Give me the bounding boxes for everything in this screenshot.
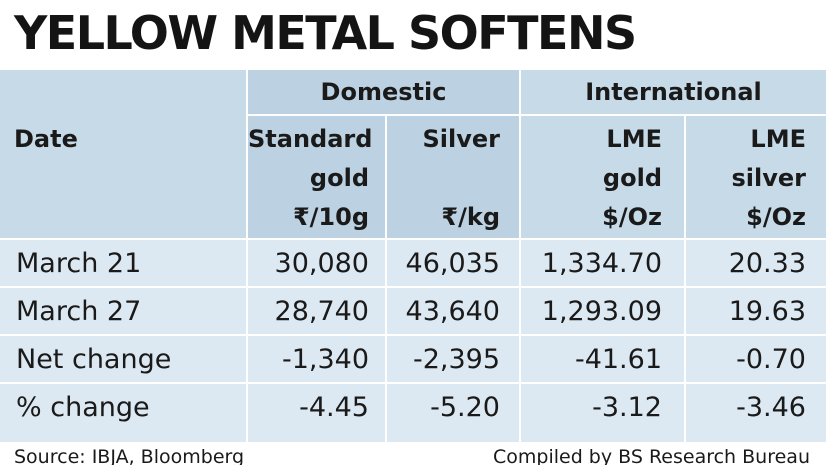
credit-note: Compiled by BS Research Bureau — [493, 446, 810, 465]
col-std-gold-2: gold — [309, 164, 369, 192]
col-lme-gold-2: gold — [602, 164, 662, 192]
cell-silver: -5.20 — [430, 392, 500, 423]
cell-silver: -2,395 — [412, 344, 500, 375]
cell-lme-gold: 1,293.09 — [541, 296, 662, 327]
cell-lme-gold: -3.12 — [592, 392, 662, 423]
col-std-gold-3: ₹/10g — [292, 203, 369, 231]
row-rule — [0, 286, 826, 288]
chart-title: YELLOW METAL SOFTENS — [14, 6, 637, 60]
cell-lme-gold: -41.61 — [574, 344, 662, 375]
cell-std-gold: -1,340 — [281, 344, 369, 375]
col-lme-gold-3: $/Oz — [602, 203, 662, 231]
col-lme-silver-2: silver — [731, 164, 807, 192]
row-rule — [0, 334, 826, 336]
row-label: % change — [16, 392, 150, 423]
header-rule — [0, 238, 826, 240]
row-label: Net change — [16, 344, 172, 375]
col-lme-gold-1: LME — [606, 125, 662, 153]
col-rule — [246, 70, 248, 442]
cell-std-gold: -4.45 — [299, 392, 369, 423]
data-table: Domestic International Date Standard gol… — [0, 70, 826, 442]
domestic-header-band — [248, 70, 520, 238]
cell-std-gold: 28,740 — [274, 296, 369, 327]
cell-lme-silver: -3.46 — [736, 392, 806, 423]
col-silver-1: Silver — [422, 125, 501, 153]
group-rule — [248, 114, 826, 116]
group-domestic: Domestic — [320, 78, 447, 106]
row-rule — [0, 382, 826, 384]
row-label: March 27 — [16, 296, 142, 327]
col-rule — [519, 70, 521, 442]
col-lme-silver-1: LME — [750, 125, 806, 153]
col-silver-3: ₹/kg — [441, 203, 500, 231]
group-international: International — [585, 78, 762, 106]
cell-silver: 43,640 — [405, 296, 500, 327]
col-date: Date — [14, 125, 78, 153]
cell-lme-gold: 1,334.70 — [541, 248, 662, 279]
cell-std-gold: 30,080 — [274, 248, 369, 279]
cell-lme-silver: 19.63 — [728, 296, 806, 327]
col-rule — [684, 114, 686, 442]
col-std-gold-1: Standard — [248, 125, 373, 153]
col-lme-silver-3: $/Oz — [746, 203, 806, 231]
col-rule — [385, 114, 387, 442]
cell-lme-silver: 20.33 — [728, 248, 806, 279]
row-label: March 21 — [16, 248, 142, 279]
source-note: Source: IBJA, Bloomberg — [14, 446, 245, 465]
cell-silver: 46,035 — [405, 248, 500, 279]
cell-lme-silver: -0.70 — [736, 344, 806, 375]
